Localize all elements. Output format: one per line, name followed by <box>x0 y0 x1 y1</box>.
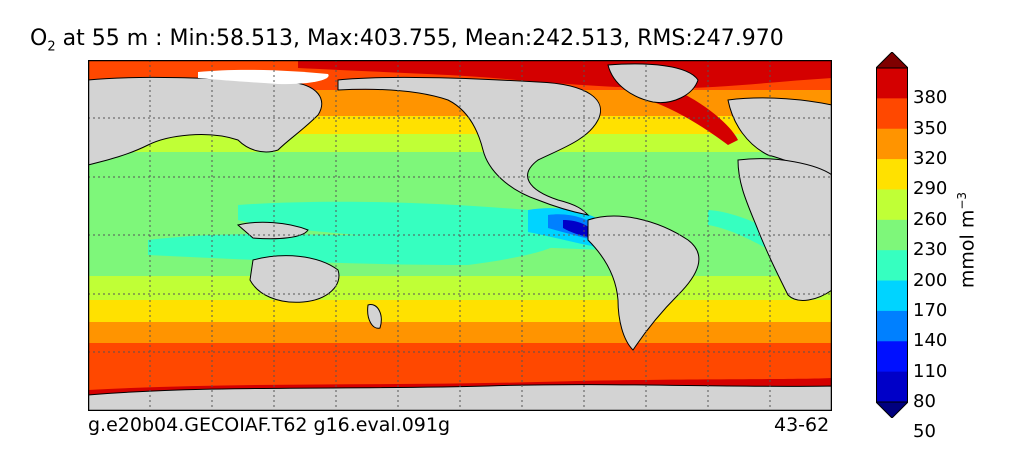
new-zealand <box>367 304 382 329</box>
ocean-oxygen-map <box>88 60 832 411</box>
pacific-equatorial-cyan <box>238 201 608 250</box>
title-variable: O <box>30 26 48 51</box>
colorbar-tick-label: 260 <box>913 208 948 230</box>
colorbar-segment <box>876 128 908 160</box>
colorbar-tick-label: 170 <box>913 299 948 321</box>
colorbar-extend-min <box>876 401 908 418</box>
title-stats: at 55 m : Min:58.513, Max:403.755, Mean:… <box>62 26 784 51</box>
colorbar-tick-label: 380 <box>913 87 948 109</box>
colorbar-tick-label: 50 <box>913 421 936 443</box>
australia <box>249 255 340 303</box>
colorbar-segment <box>876 159 908 190</box>
colorbar-segment <box>876 341 908 373</box>
colorbar-segment <box>876 98 908 130</box>
colorbar-segment <box>876 219 908 251</box>
colorbar-label: mmol m−3 <box>955 192 978 288</box>
colorbar-tick-label: 350 <box>913 117 948 139</box>
year-range: 43-62 <box>774 414 830 436</box>
graticule <box>88 60 832 411</box>
colorbar-frame <box>876 67 908 403</box>
colorbar-tick-label: 80 <box>913 391 936 412</box>
colorbar-tick-label: 290 <box>913 178 948 200</box>
colorbar-tick-label: 200 <box>913 269 948 291</box>
indonesia <box>236 221 309 240</box>
colorbar-segment <box>876 68 908 99</box>
title-subscript: 2 <box>47 39 56 55</box>
colorbar-tick-label: 140 <box>913 330 948 352</box>
map-frame <box>88 60 832 411</box>
east-pacific-omz-core <box>563 220 594 238</box>
colorbar-tick-label: 230 <box>913 239 948 261</box>
south-america <box>587 215 700 351</box>
colorbar-tick-label: 320 <box>913 148 948 170</box>
plot-title: O2 at 55 m : Min:58.513, Max:403.755, Me… <box>30 26 784 54</box>
arctic-dark-red <box>298 60 832 89</box>
colorbar-segment <box>876 250 908 282</box>
colorbar-segment <box>876 280 908 312</box>
colorbar-label-units: mmol m <box>956 209 979 289</box>
colorbar-segment <box>876 310 908 342</box>
africa <box>737 158 832 301</box>
colorbar-tick-label: 110 <box>913 360 948 382</box>
colorbar-label-exponent: −3 <box>955 191 969 210</box>
arctic-ice <box>198 69 329 85</box>
colorbar-segment <box>876 371 908 403</box>
run-name: g.e20b04.GECOIAF.T62 g16.eval.091g <box>88 414 451 436</box>
colorbar <box>876 52 908 418</box>
greenland <box>607 63 699 104</box>
north-america <box>337 76 601 216</box>
colorbar-extend-max <box>876 52 908 69</box>
colorbar-segment <box>876 189 908 221</box>
